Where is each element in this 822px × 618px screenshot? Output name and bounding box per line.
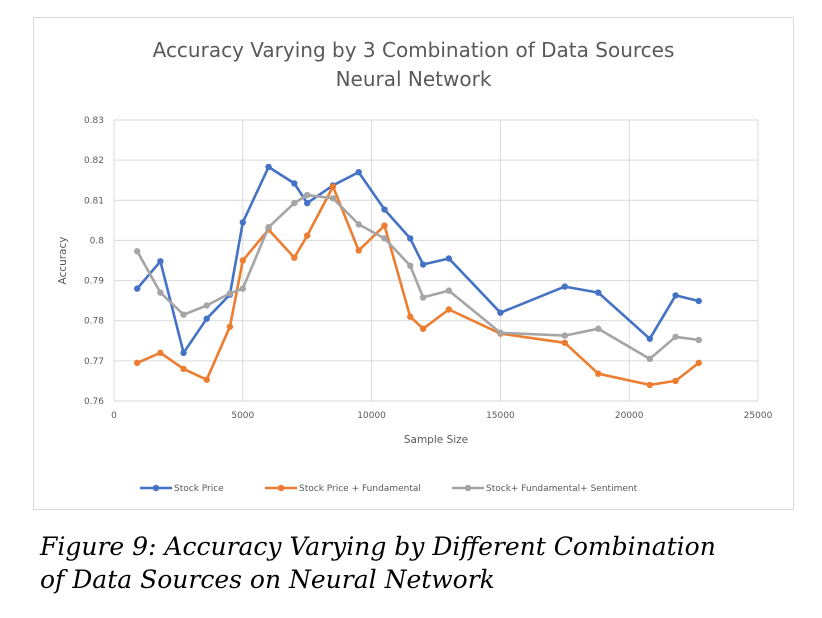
data-point [646, 381, 654, 389]
x-tick-label: 5000 [231, 411, 254, 421]
data-point [695, 297, 702, 305]
data-point [561, 339, 568, 346]
data-point [180, 349, 187, 357]
data-point [672, 377, 679, 385]
chart-title-line-1: Accuracy Varying by 3 Combination of Dat… [152, 38, 675, 62]
x-tick-label: 0 [111, 411, 117, 421]
data-point [265, 163, 272, 171]
data-point [180, 365, 187, 373]
data-point [355, 168, 362, 176]
data-point [133, 285, 141, 292]
data-point [419, 325, 427, 332]
data-point [419, 261, 427, 268]
data-point [239, 219, 246, 226]
data-point [381, 222, 388, 229]
data-point [672, 333, 679, 340]
data-point [133, 248, 141, 255]
data-point [561, 283, 568, 290]
data-point [355, 221, 362, 228]
data-point [561, 332, 568, 339]
x-axis-label: Sample Size [404, 434, 468, 446]
data-point [407, 235, 414, 242]
legend-marker [277, 484, 285, 492]
data-point [291, 180, 298, 187]
chart-title: Accuracy Varying by 3 Combination of Dat… [33, 36, 794, 94]
legend-label: Stock+ Fundamental+ Sentiment [486, 484, 638, 494]
y-tick-label: 0.78 [84, 317, 104, 327]
legend-label: Stock Price [174, 484, 224, 494]
legend-marker [152, 484, 160, 492]
data-point [407, 262, 414, 269]
data-point [133, 359, 141, 367]
x-tick-label: 15000 [486, 411, 515, 421]
data-point [226, 323, 234, 330]
chart-title-line-2: Neural Network [335, 67, 492, 91]
data-point [203, 376, 210, 383]
data-point [304, 232, 311, 239]
figure-caption-line-2: of Data Sources on Neural Network [40, 565, 495, 594]
y-tick-label: 0.76 [84, 397, 104, 407]
data-point [595, 289, 602, 296]
data-point [291, 254, 298, 261]
data-point [595, 325, 602, 332]
data-point [226, 290, 234, 297]
data-point [646, 355, 654, 363]
y-tick-label: 0.79 [84, 277, 104, 287]
figure-caption: Figure 9: Accuracy Varying by Different … [40, 530, 800, 596]
legend-label: Stock Price + Fundamental [299, 484, 421, 494]
data-point [445, 287, 453, 294]
legend-marker [464, 484, 472, 492]
data-point [595, 370, 602, 377]
figure-caption-line-1: Figure 9: Accuracy Varying by Different … [40, 532, 716, 561]
data-point [381, 235, 388, 242]
y-tick-label: 0.82 [84, 156, 104, 166]
y-axis-label: Accuracy [57, 237, 69, 285]
y-tick-label: 0.81 [84, 196, 104, 206]
data-point [329, 183, 337, 190]
data-point [445, 255, 453, 262]
data-point [381, 206, 388, 213]
y-tick-label: 0.8 [90, 236, 105, 246]
data-point [180, 311, 187, 318]
data-point [203, 315, 210, 322]
data-point [407, 313, 414, 320]
data-point [329, 195, 337, 202]
series-line [136, 193, 699, 361]
y-tick-label: 0.77 [84, 357, 104, 367]
data-point [355, 247, 362, 254]
data-point [419, 294, 427, 301]
y-tick-label: 0.83 [84, 116, 104, 126]
data-point [239, 285, 246, 292]
data-point [203, 302, 210, 309]
data-point [695, 336, 702, 344]
data-point [239, 257, 246, 264]
data-point [157, 349, 164, 357]
data-point [445, 306, 453, 313]
data-point [497, 309, 504, 316]
x-tick-label: 10000 [357, 411, 386, 421]
data-point [672, 292, 679, 299]
x-tick-label: 25000 [744, 411, 773, 421]
x-tick-label: 20000 [615, 411, 644, 421]
data-point [157, 289, 164, 296]
data-point [304, 199, 311, 207]
data-point [695, 359, 702, 367]
data-point [265, 223, 272, 231]
data-point [646, 335, 654, 342]
data-point [497, 329, 504, 336]
data-point [157, 258, 164, 265]
data-point [304, 191, 311, 199]
data-point [291, 199, 298, 207]
